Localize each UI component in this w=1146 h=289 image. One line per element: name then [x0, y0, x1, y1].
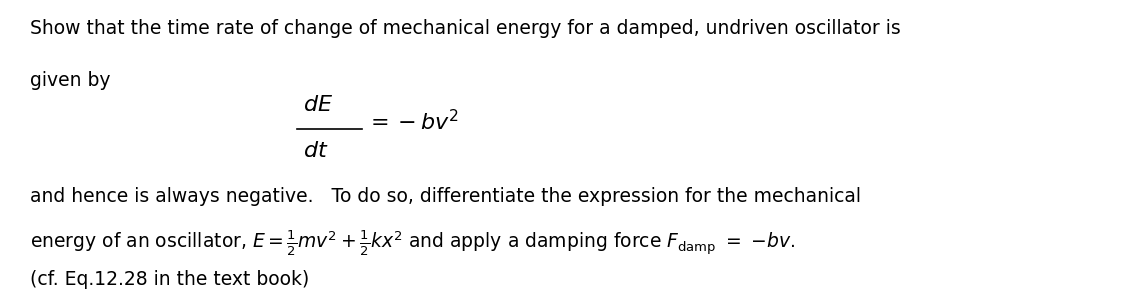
Text: and hence is always negative.   To do so, differentiate the expression for the m: and hence is always negative. To do so, …	[30, 187, 861, 206]
Text: $= -bv^{2}$: $= -bv^{2}$	[366, 109, 458, 134]
Text: given by: given by	[30, 71, 110, 90]
Text: energy of an oscillator, $E = \frac{1}{2}mv^{2} + \frac{1}{2}kx^{2}$ and apply a: energy of an oscillator, $E = \frac{1}{2…	[30, 229, 795, 258]
Text: (cf. Eq.12.28 in the text book): (cf. Eq.12.28 in the text book)	[30, 270, 309, 289]
Text: $\mathit{dE}$: $\mathit{dE}$	[303, 95, 333, 115]
Text: Show that the time rate of change of mechanical energy for a damped, undriven os: Show that the time rate of change of mec…	[30, 19, 901, 38]
Text: $\mathit{dt}$: $\mathit{dt}$	[303, 141, 329, 161]
